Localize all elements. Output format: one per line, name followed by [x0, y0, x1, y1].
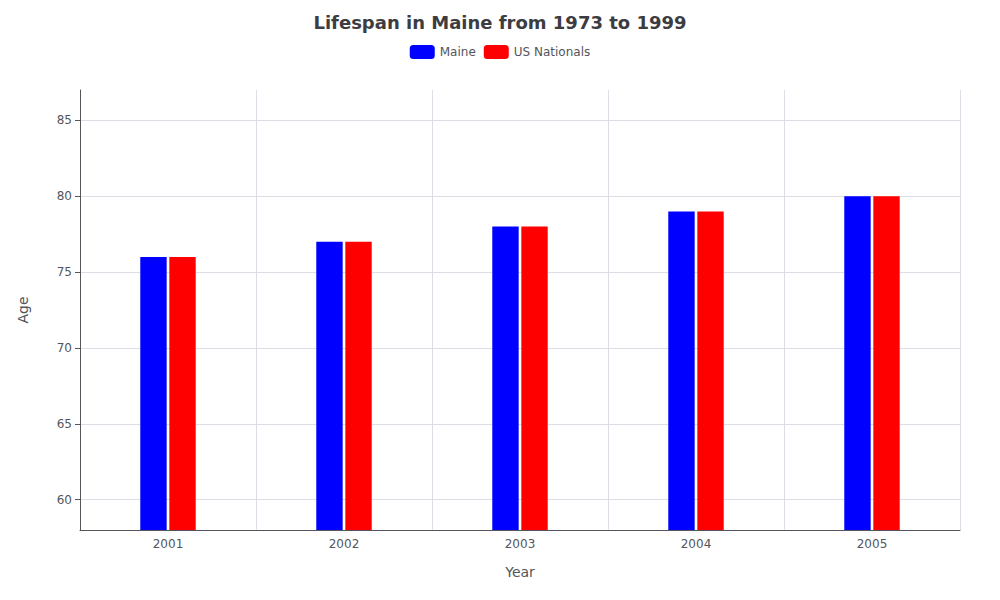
svg-text:Age: Age	[15, 296, 31, 323]
svg-text:85: 85	[57, 113, 72, 127]
svg-text:65: 65	[57, 417, 72, 431]
svg-text:2001: 2001	[153, 537, 184, 551]
svg-text:70: 70	[57, 341, 72, 355]
svg-text:2002: 2002	[329, 537, 360, 551]
svg-text:Year: Year	[504, 564, 535, 580]
svg-text:80: 80	[57, 189, 72, 203]
svg-text:2005: 2005	[857, 537, 888, 551]
svg-text:2004: 2004	[681, 537, 712, 551]
svg-text:US Nationals: US Nationals	[514, 45, 590, 59]
svg-text:Lifespan in Maine from 1973 to: Lifespan in Maine from 1973 to 1999	[313, 12, 686, 33]
svg-text:75: 75	[57, 265, 72, 279]
svg-text:Maine: Maine	[440, 45, 476, 59]
svg-text:60: 60	[57, 493, 72, 507]
svg-text:2003: 2003	[505, 537, 536, 551]
